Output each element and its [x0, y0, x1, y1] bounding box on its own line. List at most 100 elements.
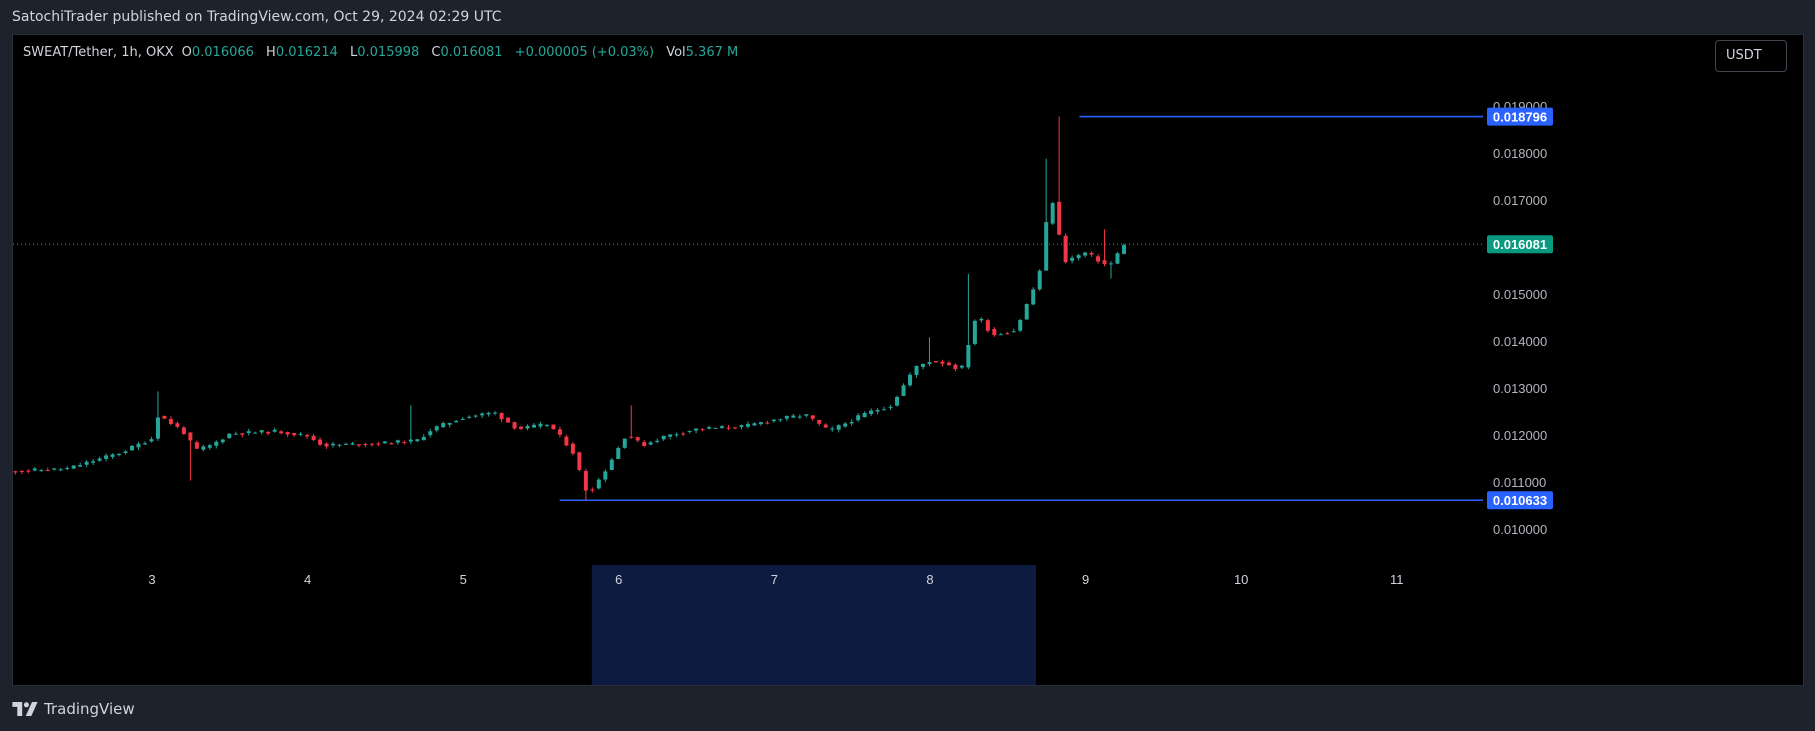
candle: [590, 487, 595, 493]
candle: [707, 425, 712, 430]
candle: [162, 415, 167, 419]
candle: [687, 430, 692, 434]
chart-panel[interactable]: 0.0190000.0180000.0170000.0160000.015000…: [12, 34, 1804, 686]
candle: [622, 438, 627, 449]
candle: [142, 441, 147, 445]
candle: [91, 459, 96, 466]
candle: [1005, 331, 1010, 335]
candle: [642, 439, 647, 448]
candle: [447, 422, 452, 428]
x-tick-label: 8: [926, 572, 933, 587]
candle: [713, 427, 718, 429]
candle: [959, 364, 964, 370]
candle: [946, 360, 951, 366]
candle: [564, 434, 569, 447]
candle: [570, 441, 575, 456]
low-value: 0.015998: [357, 45, 420, 60]
candle: [992, 327, 997, 337]
candle: [810, 415, 815, 421]
candle: [356, 444, 361, 448]
candle: [629, 405, 634, 439]
candle: [181, 425, 186, 436]
candle: [519, 426, 524, 431]
candle: [908, 372, 913, 387]
candle: [823, 423, 828, 428]
price-chart[interactable]: 0.0190000.0180000.0170000.0160000.015000…: [13, 35, 1805, 687]
candle: [765, 420, 770, 425]
candle: [804, 413, 809, 418]
candle: [1011, 328, 1016, 333]
candle: [875, 407, 880, 415]
candle: [551, 424, 556, 430]
candle: [525, 424, 530, 431]
high-label: H: [266, 45, 276, 60]
currency-button[interactable]: USDT: [1715, 40, 1787, 72]
candle: [279, 429, 284, 435]
candle: [194, 440, 199, 449]
candle: [739, 424, 744, 430]
candle: [901, 383, 906, 397]
candle: [1121, 243, 1126, 255]
candle: [155, 391, 160, 441]
high-value: 0.016214: [275, 45, 338, 60]
candle: [914, 365, 919, 378]
candle: [350, 441, 355, 446]
candle: [797, 414, 802, 419]
candle: [1102, 229, 1107, 267]
x-tick-label: 7: [771, 572, 778, 587]
candle: [732, 427, 737, 430]
candle: [655, 438, 660, 444]
candle: [895, 395, 900, 407]
candle: [1031, 287, 1036, 306]
candle: [214, 440, 219, 449]
candle: [408, 405, 413, 445]
x-tick-label: 9: [1082, 572, 1089, 587]
candle: [272, 427, 277, 433]
symbol-label[interactable]: SWEAT/Tether, 1h, OKX: [23, 45, 174, 60]
y-tick-label: 0.017000: [1493, 193, 1547, 208]
candle: [376, 441, 381, 447]
candle: [415, 439, 420, 443]
candle: [71, 465, 76, 469]
y-tick-label: 0.010000: [1493, 522, 1547, 537]
change-value: +0.000005 (+0.03%): [514, 45, 655, 60]
candlestick-series: [13, 116, 1126, 501]
candle: [940, 359, 945, 367]
candle: [843, 421, 848, 428]
close-label: C: [431, 45, 441, 60]
footer-brand[interactable]: TradingView: [12, 700, 135, 718]
candle: [389, 442, 394, 445]
candle: [862, 411, 867, 418]
candle: [856, 413, 861, 422]
candle: [220, 438, 225, 444]
candle: [1083, 251, 1088, 258]
candle: [117, 453, 122, 457]
candle: [175, 421, 180, 429]
candle: [454, 419, 459, 423]
candle: [26, 468, 31, 474]
candle: [331, 441, 336, 448]
candle: [168, 416, 173, 426]
candle: [58, 467, 63, 472]
svg-text:0.010633: 0.010633: [1493, 493, 1547, 508]
candle: [1063, 233, 1068, 264]
candle: [791, 413, 796, 418]
svg-text:0.016081: 0.016081: [1493, 237, 1547, 252]
candle: [1050, 202, 1055, 226]
candle: [784, 415, 789, 422]
candle: [1024, 303, 1029, 320]
candle: [531, 423, 536, 429]
candle: [933, 360, 938, 363]
time-axis-highlight: [591, 565, 1036, 685]
candle: [52, 468, 57, 471]
y-tick-label: 0.014000: [1493, 334, 1547, 349]
candle: [486, 411, 491, 417]
candle: [972, 319, 977, 346]
candle: [557, 426, 562, 438]
open-value: 0.016066: [191, 45, 254, 60]
candle: [771, 419, 776, 423]
candle: [473, 414, 478, 419]
candle: [402, 440, 407, 445]
candle: [927, 337, 932, 367]
candle: [778, 418, 783, 423]
